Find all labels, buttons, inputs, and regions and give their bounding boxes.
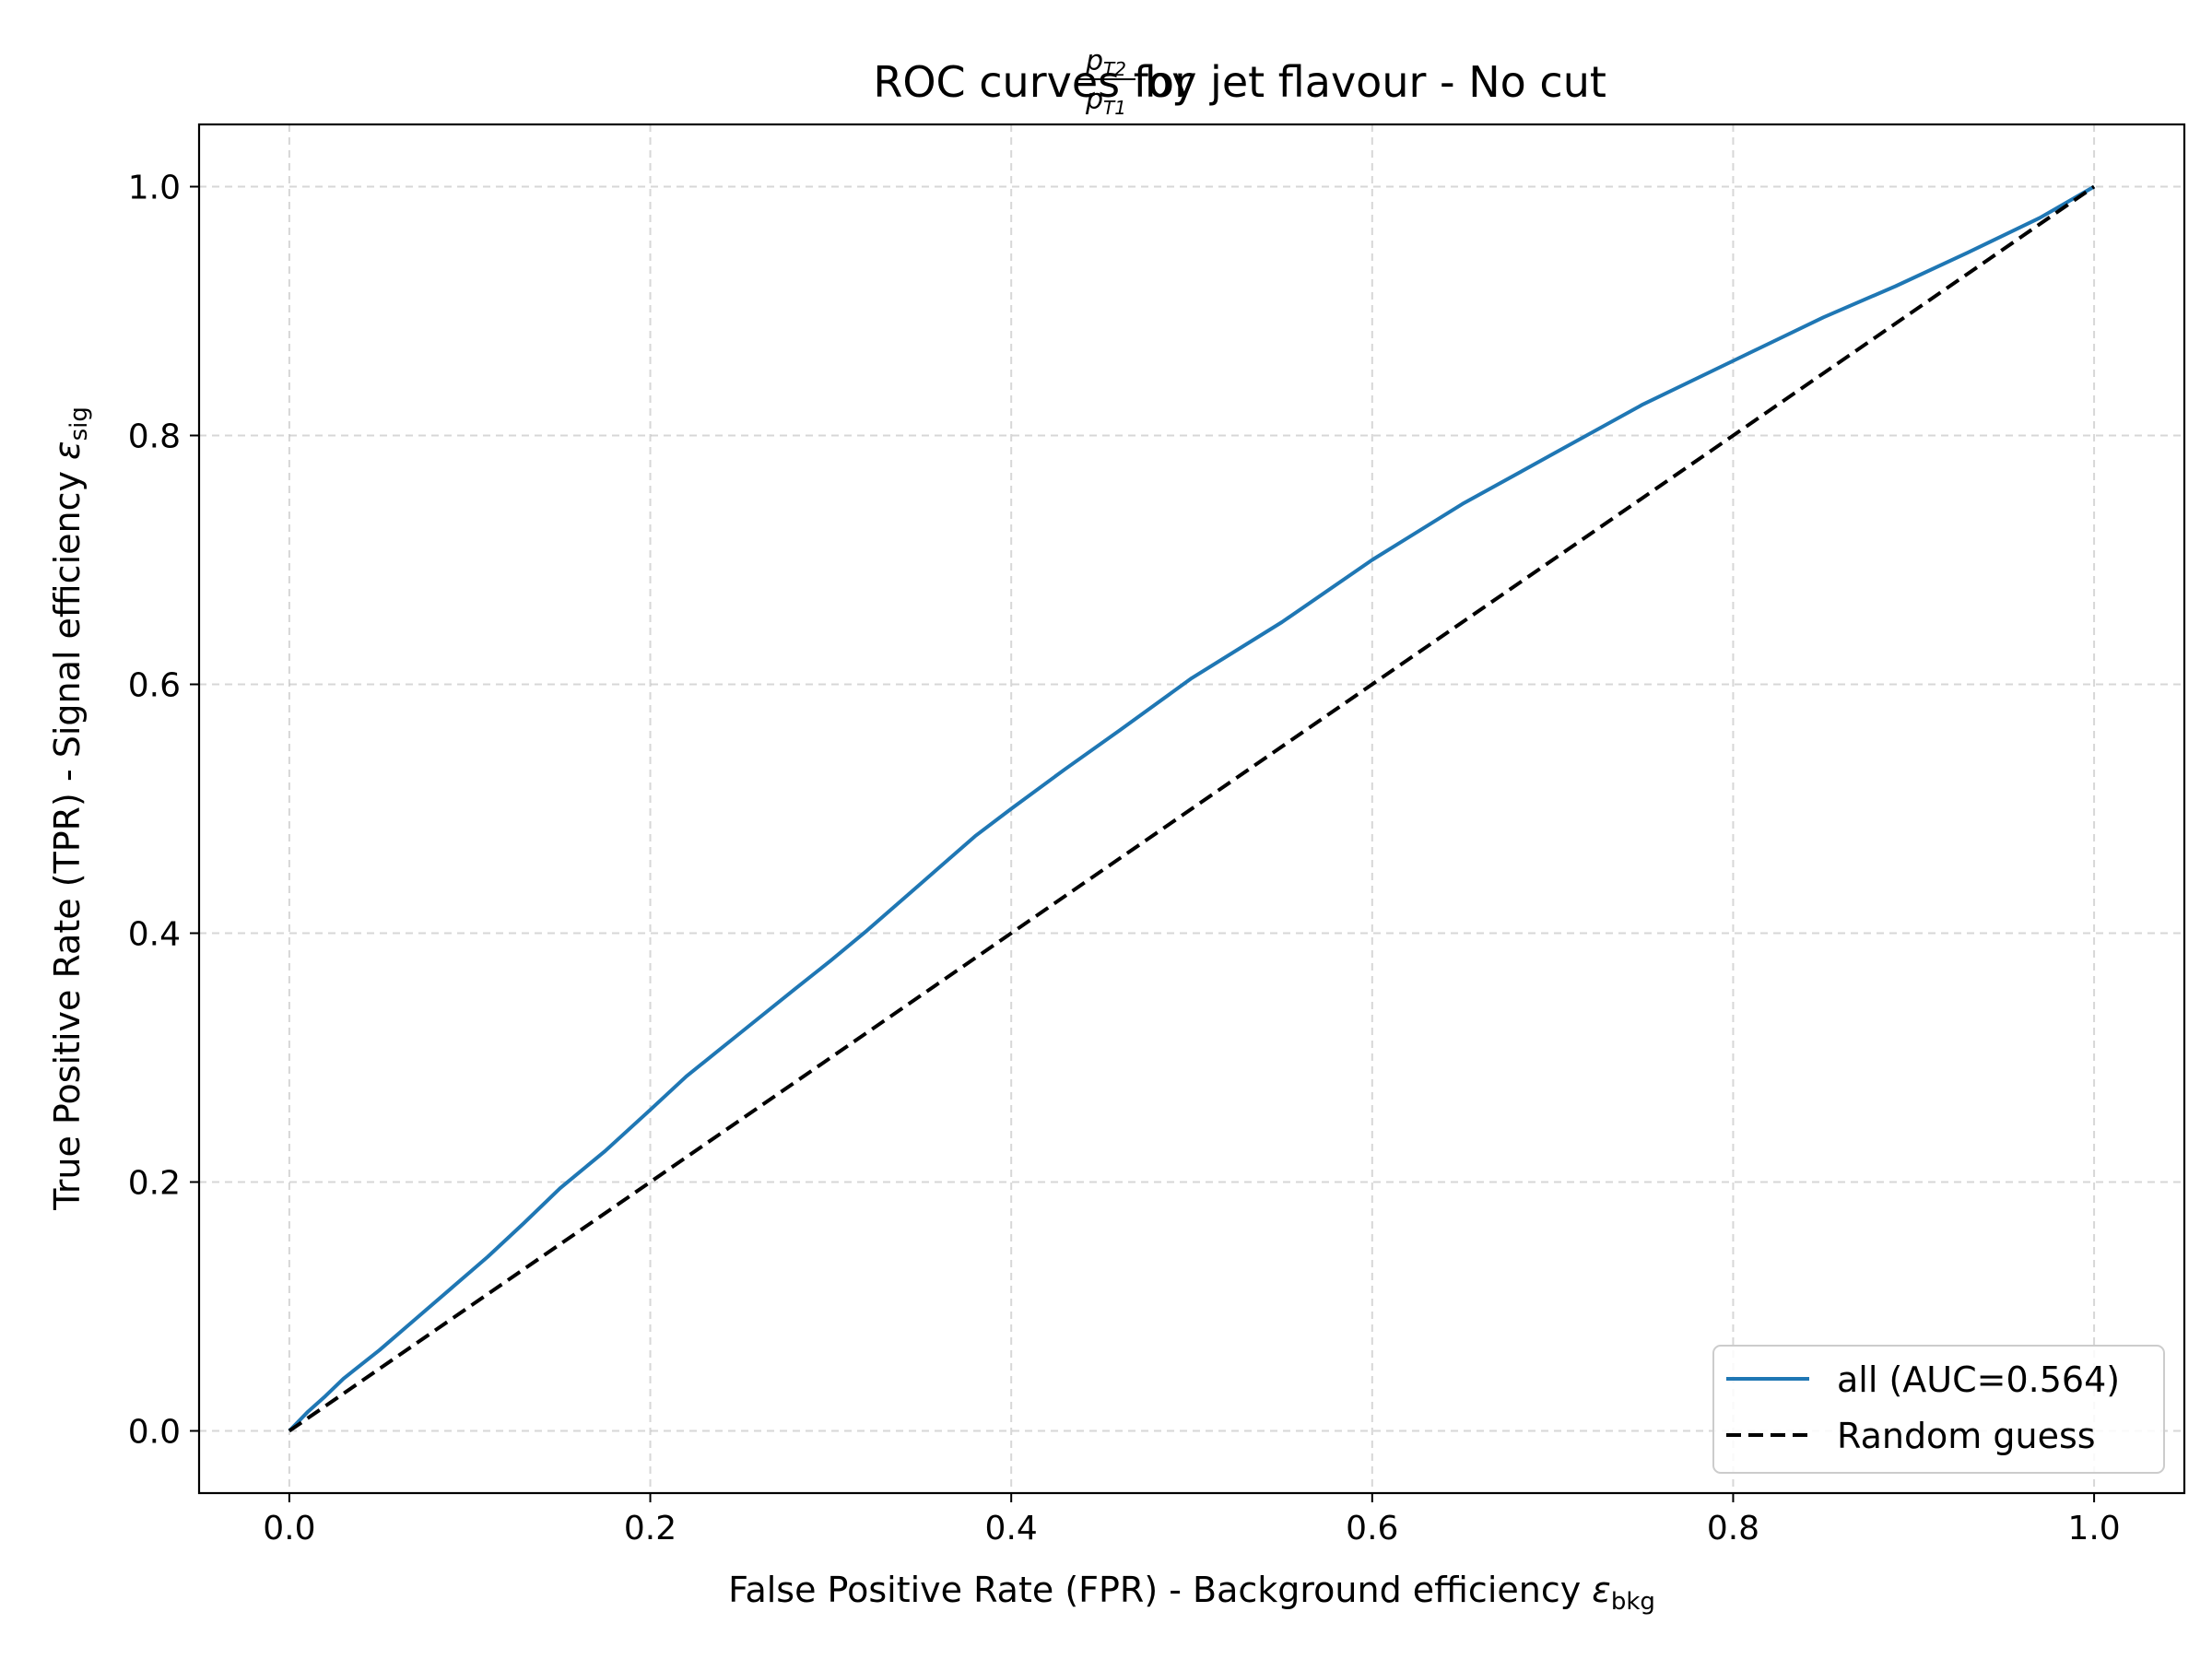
- x-tick-label: 0.2: [624, 1510, 677, 1547]
- x-tick-label: 0.8: [1707, 1510, 1759, 1547]
- x-tick-label: 0.6: [1346, 1510, 1398, 1547]
- legend-box: [1712, 1345, 2165, 1474]
- y-axis-label: True Positive Rate (TPR) - Signal effici…: [47, 406, 93, 1211]
- x-axis-label: False Positive Rate (FPR) - Background e…: [728, 1570, 1655, 1616]
- random-guess-line: [288, 184, 2096, 1433]
- x-tick-label: 0.4: [985, 1510, 1038, 1547]
- axes-frame: [197, 123, 2186, 1495]
- legend-label-random-guess: Random guess: [1837, 1416, 2096, 1456]
- y-tick-label: 0.6: [128, 667, 181, 705]
- y-tick-label: 0.8: [128, 418, 181, 456]
- roc-curve-all: [288, 184, 2096, 1432]
- y-tick-label: 0.2: [128, 1165, 181, 1203]
- y-tick-label: 1.0: [128, 170, 181, 207]
- y-tick-label: 0.4: [128, 916, 181, 954]
- legend-label-all: all (AUC=0.564): [1837, 1359, 2120, 1400]
- chart-title-suffix: by jet flavour - No cut: [1145, 57, 1606, 107]
- plot-series: [288, 184, 2096, 1433]
- title-fraction-numerator: pT2: [1085, 45, 1126, 80]
- title-fraction-denominator: pT1: [1085, 84, 1126, 119]
- title-fraction: pT2 pT1: [1078, 45, 1135, 119]
- x-tick-label: 0.0: [263, 1510, 315, 1547]
- y-tick-label: 0.0: [128, 1414, 181, 1452]
- axis-ticks: 0.0 0.2 0.4 0.6 0.8 1.0 0.0 0.2 0.4 0.6 0.8 1.0: [128, 170, 2121, 1548]
- x-tick-label: 1.0: [2067, 1510, 2120, 1547]
- chart-title: ROC curves for: [873, 57, 1192, 107]
- legend: all (AUC=0.564) Random guess: [1712, 1345, 2165, 1474]
